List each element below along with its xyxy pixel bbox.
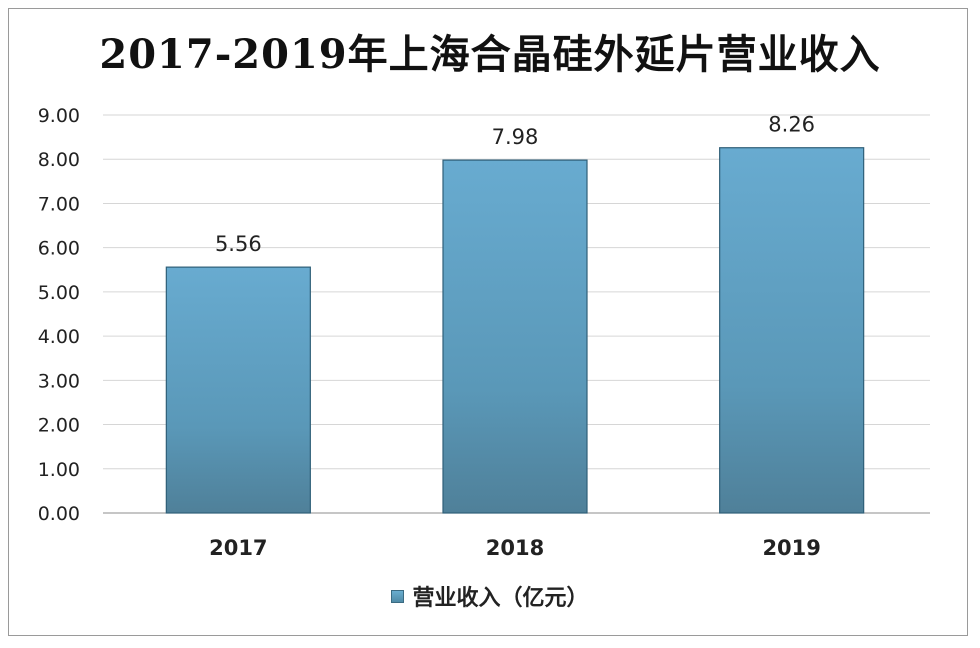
data-label-2017: 5.56 xyxy=(215,232,262,256)
legend-swatch xyxy=(391,589,405,603)
y-tick-label: 4.00 xyxy=(38,326,80,348)
x-tick-label-2018: 2018 xyxy=(486,536,544,560)
y-tick-label: 8.00 xyxy=(38,149,80,171)
legend-label: 营业收入（亿元） xyxy=(412,586,589,611)
bar-2018 xyxy=(442,159,588,514)
y-tick-label: 2.00 xyxy=(38,415,80,437)
y-tick-label: 7.00 xyxy=(38,193,80,215)
data-label-2019: 8.26 xyxy=(768,113,815,137)
bar-2019 xyxy=(719,147,865,514)
y-tick-label: 1.00 xyxy=(38,459,80,481)
y-tick-label: 0.00 xyxy=(38,503,80,525)
y-tick-label: 3.00 xyxy=(38,370,80,392)
legend: 营业收入（亿元） xyxy=(0,580,980,612)
x-tick-label-2017: 2017 xyxy=(209,536,267,560)
data-label-2018: 7.98 xyxy=(492,125,539,149)
y-tick-label: 5.00 xyxy=(38,282,80,304)
chart-title: 2017-2019年上海合晶硅外延片营业收入 xyxy=(99,31,881,78)
y-tick-label: 6.00 xyxy=(38,238,80,260)
x-tick-label-2019: 2019 xyxy=(762,536,820,560)
bar-2017 xyxy=(165,266,311,514)
y-tick-label: 9.00 xyxy=(38,105,80,127)
